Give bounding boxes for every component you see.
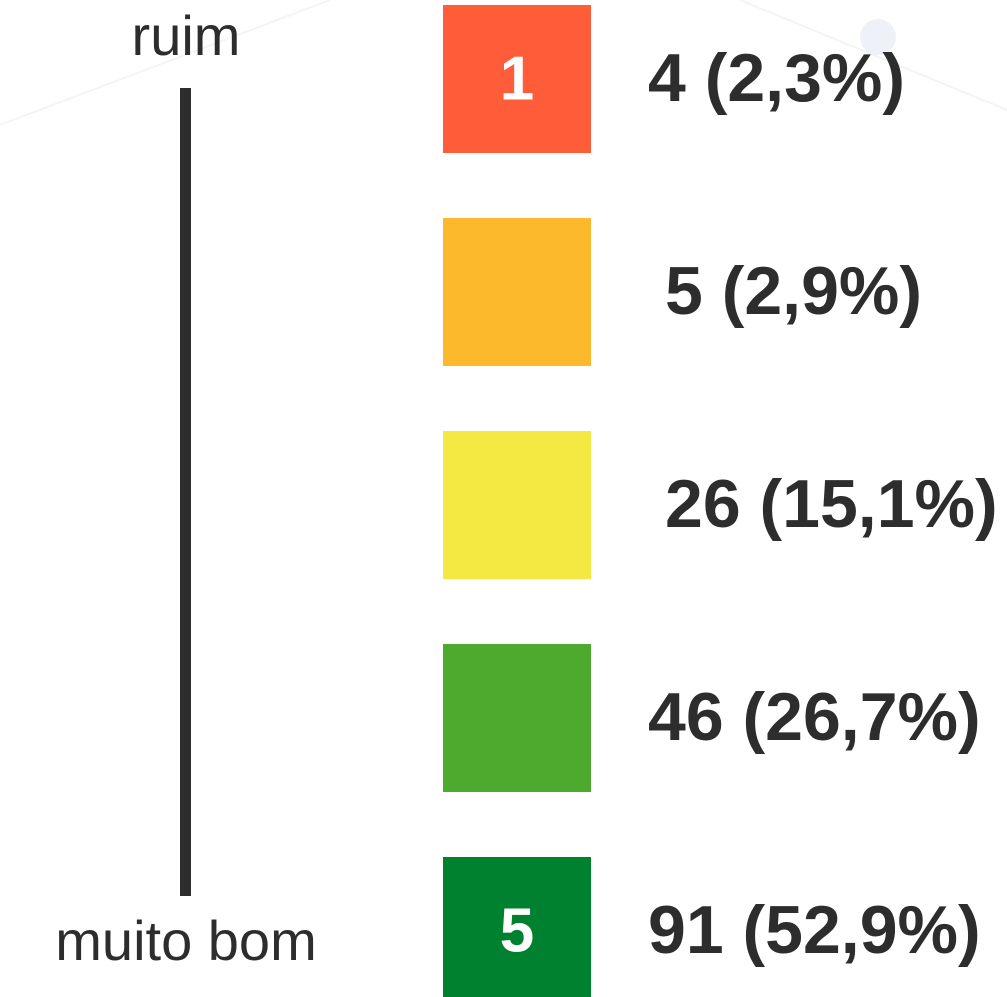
background-line	[0, 0, 331, 126]
top-label: ruim	[132, 4, 241, 67]
level-square	[443, 857, 591, 997]
level-square	[443, 5, 591, 153]
result-text: 46 (26,7%)	[648, 679, 981, 755]
level-number: 5	[500, 896, 534, 965]
bottom-label: muito bom	[55, 909, 316, 972]
scale-bar	[180, 88, 191, 896]
level-square	[443, 218, 591, 366]
level-square	[443, 644, 591, 792]
result-text: 26 (15,1%)	[665, 466, 998, 542]
background-dot	[860, 19, 896, 55]
result-text: 4 (2,3%)	[648, 40, 905, 116]
result-text: 91 (52,9%)	[648, 892, 981, 968]
result-text: 5 (2,9%)	[665, 253, 922, 329]
level-square	[443, 431, 591, 579]
background-line	[739, 0, 1007, 111]
level-number: 1	[500, 44, 534, 113]
